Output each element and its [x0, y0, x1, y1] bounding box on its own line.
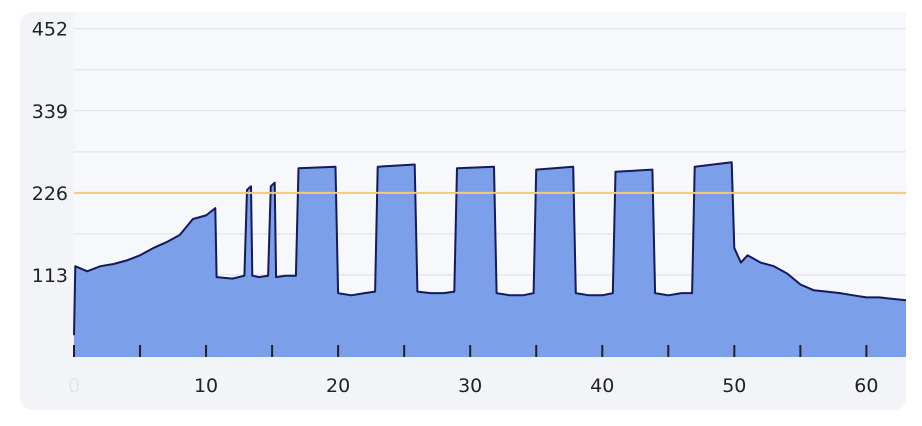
area-fill — [74, 162, 906, 357]
x-tick-label: 50 — [722, 375, 746, 397]
series-line — [73, 161, 907, 336]
x-tick-label: 20 — [326, 375, 350, 397]
y-tick-label: 113 — [32, 265, 68, 287]
y-tick-label: 226 — [32, 183, 68, 205]
x-tick-label: 40 — [590, 375, 614, 397]
x-tick-label: 10 — [194, 375, 218, 397]
x-tick-label: 60 — [854, 375, 878, 397]
series-area — [73, 161, 907, 357]
x-tick-label: 0 — [68, 375, 80, 397]
y-axis: 113 226 339 452 — [32, 19, 68, 287]
x-tick-label: 30 — [458, 375, 482, 397]
y-tick-label: 452 — [32, 19, 68, 41]
y-tick-label: 339 — [32, 101, 68, 123]
x-axis: 0 10 20 30 40 50 60 — [68, 345, 878, 397]
